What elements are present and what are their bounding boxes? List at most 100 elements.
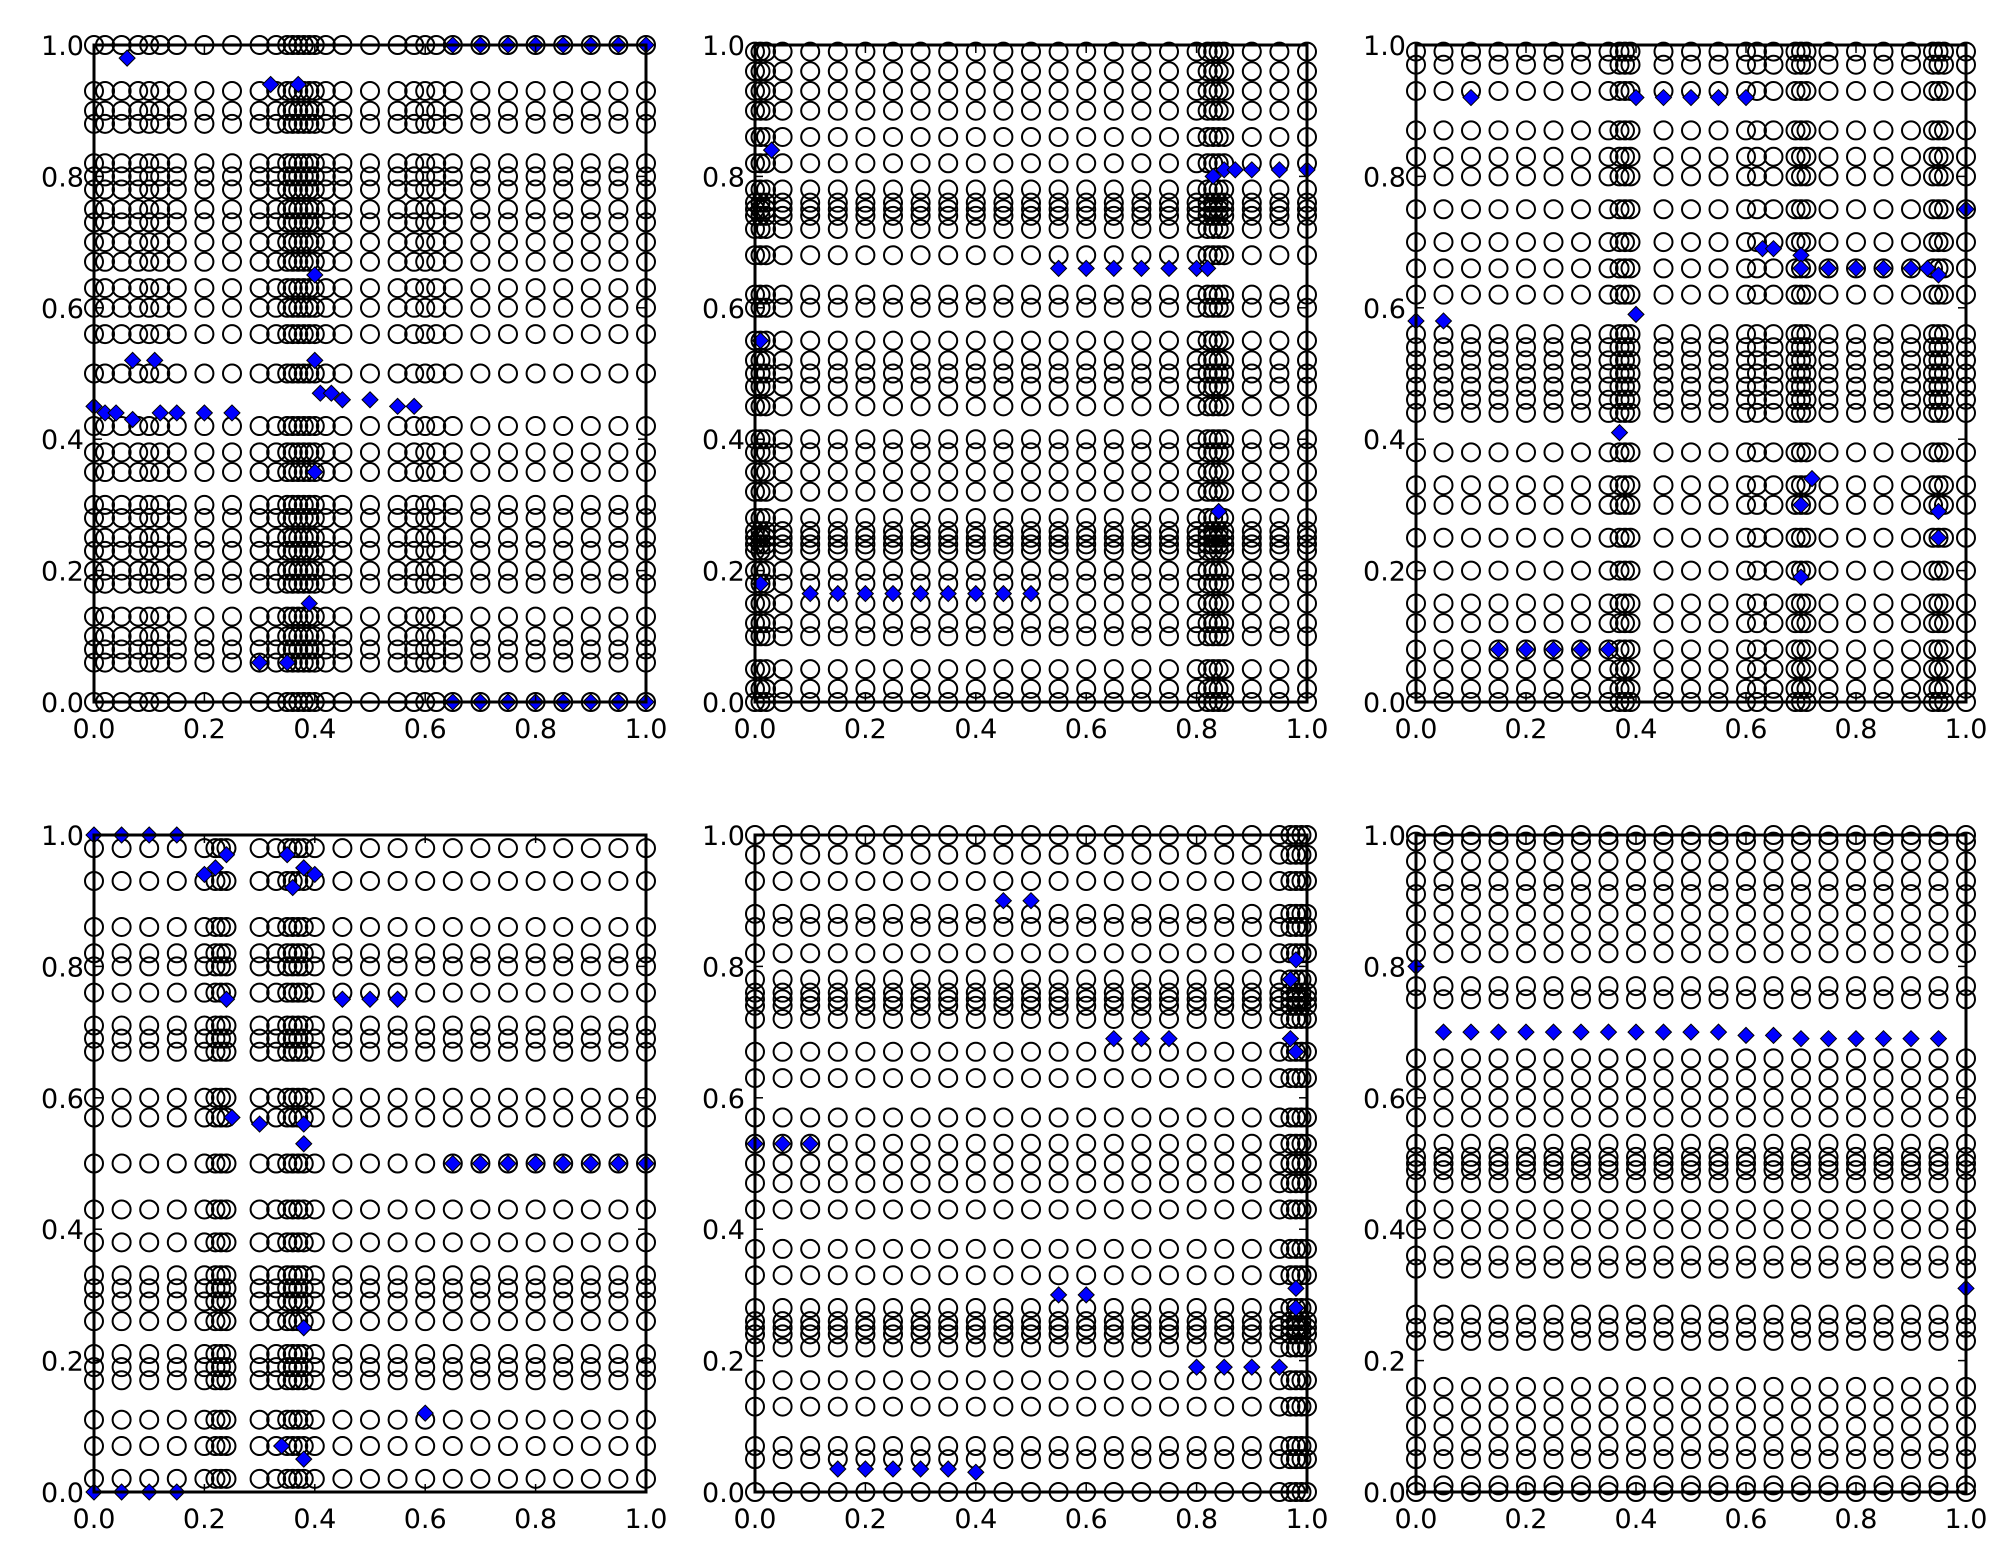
circle-point (1269, 870, 1290, 891)
circle-point (1291, 1337, 1312, 1358)
circle-point (1928, 613, 1949, 634)
circle-point (1681, 976, 1701, 997)
circle-point (1186, 1449, 1207, 1470)
circle-point (442, 100, 463, 121)
circle-point (1901, 350, 1921, 371)
circle-point (1433, 1436, 1454, 1457)
circle-point (282, 251, 303, 272)
x-tick-label: 0.0 (73, 714, 116, 745)
circle-point (277, 1409, 298, 1430)
circle-point (772, 363, 793, 384)
circle-point (1461, 442, 1481, 463)
circle-point (1873, 923, 1894, 944)
circle-point (1208, 330, 1229, 351)
circle-point (993, 61, 1014, 82)
circle-point (1615, 389, 1635, 410)
circle-point (1763, 475, 1784, 496)
circle-point (360, 916, 380, 937)
circle-point (1620, 41, 1641, 62)
circle-point (1873, 1219, 1894, 1240)
circle-point (166, 1278, 187, 1299)
circle-point (150, 324, 171, 345)
circle-point (1708, 1317, 1729, 1338)
circle-point (498, 1357, 518, 1378)
circle-point (315, 324, 336, 345)
circle-point (938, 903, 959, 924)
circle-point (1291, 1173, 1312, 1194)
circle-point (1214, 1133, 1235, 1154)
circle-point (553, 956, 574, 977)
circle-point (772, 350, 793, 371)
circle-point (95, 80, 116, 101)
circle-point (1186, 41, 1207, 62)
circle-point (1571, 350, 1591, 371)
circle-point (1736, 166, 1756, 187)
circle-point (938, 678, 959, 699)
circle-point (1461, 1330, 1481, 1351)
circle-point (249, 1265, 270, 1286)
circle-point (965, 1199, 986, 1220)
circle-point (1598, 884, 1619, 905)
circle-point (1214, 80, 1235, 101)
circle-point (1763, 1153, 1784, 1174)
circle-point (772, 844, 793, 865)
circle-point (128, 278, 149, 299)
circle-point (800, 521, 821, 542)
circle-point (442, 153, 463, 174)
circle-point (1021, 943, 1041, 964)
circle-point (608, 870, 629, 891)
circle-point (315, 179, 336, 200)
circle-point (1159, 573, 1179, 594)
circle-point (332, 916, 353, 937)
diamond-point (1281, 1029, 1300, 1048)
circle-point (608, 606, 629, 627)
circle-point (288, 1291, 309, 1312)
circle-point (608, 982, 629, 1003)
y-tick-label: 0.4 (1363, 425, 1406, 456)
circle-point (1543, 402, 1564, 423)
x-tick-label: 0.2 (183, 714, 226, 745)
circle-point (827, 1133, 848, 1154)
circle-point (498, 1409, 518, 1430)
circle-point (938, 508, 959, 529)
diamond-point (306, 351, 324, 370)
circle-point (415, 212, 436, 233)
circle-point (1103, 1298, 1124, 1319)
circle-point (1763, 976, 1784, 997)
circle-point (1048, 1133, 1069, 1154)
circle-point (938, 1008, 959, 1029)
circle-point (1186, 593, 1207, 614)
circle-point (1901, 1160, 1921, 1181)
circle-point (1571, 166, 1591, 187)
circle-point (387, 363, 408, 384)
circle-point (993, 1370, 1014, 1391)
circle-point (1076, 1396, 1097, 1417)
circle-point (750, 429, 771, 450)
circle-point (216, 870, 237, 891)
circle-point (1785, 363, 1806, 384)
circle-point (1516, 1048, 1536, 1069)
circle-point (1488, 923, 1509, 944)
circle-point (194, 1265, 215, 1286)
circle-point (1653, 903, 1674, 924)
circle-point (1571, 943, 1591, 964)
circle-point (1076, 80, 1097, 101)
circle-point (111, 232, 132, 253)
circle-point (470, 652, 491, 673)
circle-point (1488, 350, 1509, 371)
circle-point (1269, 995, 1290, 1016)
circle-point (1021, 1041, 1041, 1062)
circle-point (993, 284, 1014, 305)
circle-point (1928, 1245, 1949, 1266)
circle-point (216, 1153, 237, 1174)
circle-point (1543, 146, 1564, 167)
circle-point (1159, 1449, 1179, 1470)
circle-point (249, 1232, 270, 1253)
circle-point (1791, 976, 1811, 997)
circle-point (580, 363, 601, 384)
circle-point (1103, 969, 1124, 990)
circle-point (1543, 389, 1564, 410)
circle-point (1681, 1087, 1701, 1108)
circle-point (1653, 976, 1674, 997)
circle-point (1021, 613, 1041, 634)
